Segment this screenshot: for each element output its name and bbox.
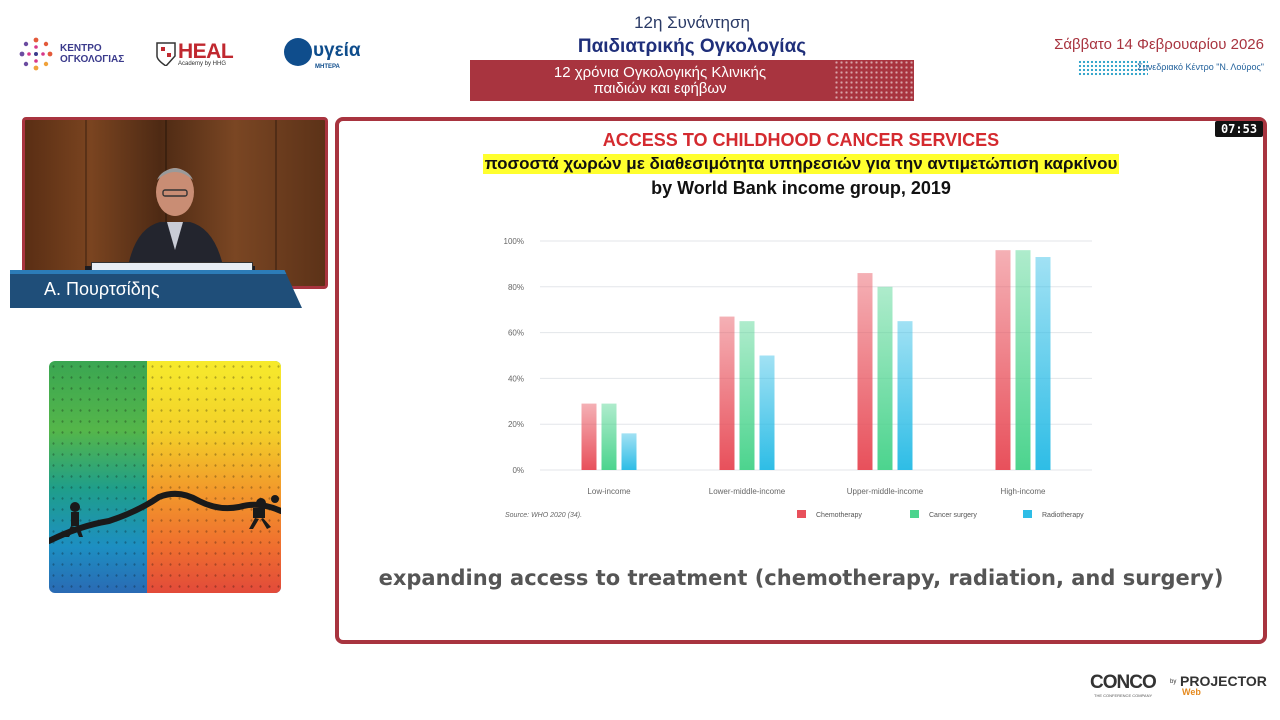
projector-logo: by PROJECTOR Web <box>1170 673 1267 701</box>
kentro-dots-icon <box>19 37 53 71</box>
x-tick-label: High-income <box>1001 487 1046 496</box>
y-tick-label: 40% <box>508 374 524 383</box>
bar-radiotherapy <box>1035 257 1051 470</box>
y-tick-label: 0% <box>512 466 524 475</box>
projector-logo-name: PROJECTOR <box>1180 673 1267 689</box>
banner-line1: 12 χρόνια Ογκολογικής Κλινικής <box>553 64 767 81</box>
wall-panel-line <box>85 120 87 286</box>
y-tick-label: 100% <box>504 237 524 246</box>
bar-cancer-surgery <box>877 286 893 470</box>
bar-chemotherapy <box>581 403 597 470</box>
kentro-logo-line1: ΚΕΝΤΡΟ <box>60 43 102 54</box>
heal-shield-icon <box>156 42 176 66</box>
legend-label: Cancer surgery <box>929 512 977 519</box>
conco-logo-tagline: THE CONFERENCE COMPANY <box>1094 693 1153 698</box>
bar-radiotherapy <box>621 433 637 470</box>
chart-legend: Chemotherapy Cancer surgery Radiotherapy <box>797 510 1084 519</box>
venue-pattern <box>1078 60 1148 76</box>
venue-bar: Συνεδριακό Κέντρο "Ν. Λούρος" <box>1078 60 1264 76</box>
speaker-name-plate: Α. Πουρτσίδης <box>10 270 302 308</box>
ygeia-logo: υγεία ΜΗΤΕΡΑ <box>284 38 364 76</box>
session-timer: 07:53 <box>1215 121 1263 137</box>
bar-cancer-surgery <box>1015 250 1031 470</box>
banner-line2: παιδιών και εφήβων <box>593 80 727 97</box>
artwork-image <box>49 361 281 593</box>
heal-logo-name: HEAL <box>178 40 234 63</box>
slide-caption: expanding access to treatment (chemother… <box>378 566 1224 590</box>
bar-chemotherapy <box>719 316 735 470</box>
x-tick-label: Low-income <box>587 487 631 496</box>
bar-chemotherapy <box>857 273 873 470</box>
legend-swatch <box>1023 510 1032 518</box>
x-tick-label: Upper-middle-income <box>847 487 924 496</box>
name-plate-stripe <box>10 270 302 274</box>
speaker-name: Α. Πουρτσίδης <box>44 279 160 299</box>
slide-subtitle-wrap: ποσοστά χωρών με διαθεσιμότητα υπηρεσιών… <box>335 154 1267 174</box>
event-date: Σάββατο 14 Φεβρουαρίου 2026 <box>1054 36 1264 53</box>
y-tick-label: 20% <box>508 420 524 429</box>
y-tick-label: 80% <box>508 283 524 292</box>
slide-title: ACCESS TO CHILDHOOD CANCER SERVICES <box>602 130 1000 150</box>
slide-subtitle-highlight: ποσοστά χωρών με διαθεσιμότητα υπηρεσιών… <box>482 154 1120 174</box>
presentation-slide <box>335 117 1267 644</box>
chart-labels: 0% 20% 40% 60% 80% 100% Low-income Lower-middle… <box>504 237 1046 519</box>
chart-bars <box>581 250 1051 470</box>
ygeia-logo-tagline: ΜΗΤΕΡΑ <box>315 64 340 70</box>
artwork-path-drawing <box>49 490 281 544</box>
conco-logo: CONCO THE CONFERENCE COMPANY <box>1090 672 1157 702</box>
legend-swatch <box>910 510 919 518</box>
chart-source: Source: WHO 2020 (34). <box>505 512 582 519</box>
heal-logo: HEAL Academy by HHG <box>156 40 236 70</box>
artwork-warm-half <box>147 361 281 593</box>
kentro-logo: ΚΕΝΤΡΟ ΟΓΚΟΛΟΓΙΑΣ <box>18 36 138 72</box>
x-tick-label: Lower-middle-income <box>709 487 786 496</box>
projector-logo-by: by <box>1170 679 1177 685</box>
bar-chemotherapy <box>995 250 1011 470</box>
projector-logo-sub: Web <box>1182 687 1201 697</box>
bar-cancer-surgery <box>739 321 755 470</box>
kentro-logo-line2: ΟΓΚΟΛΟΓΙΑΣ <box>60 54 125 65</box>
conco-logo-name: CONCO <box>1090 672 1157 693</box>
banner-pattern <box>834 60 914 101</box>
conference-title: Παιδιατρικής Ογκολογίας <box>577 36 807 57</box>
artwork-speckle <box>49 361 281 593</box>
legend-swatch <box>797 510 806 518</box>
ygeia-logo-name: υγεία <box>313 40 361 61</box>
y-tick-label: 60% <box>508 329 524 338</box>
wall-panel-line <box>275 120 277 286</box>
bar-radiotherapy <box>759 355 775 470</box>
bar-cancer-surgery <box>601 403 617 470</box>
ygeia-emblem-icon <box>284 38 312 66</box>
heal-logo-tagline: Academy by HHG <box>178 61 227 67</box>
legend-label: Radiotherapy <box>1042 512 1084 519</box>
bar-radiotherapy <box>897 321 913 470</box>
conference-banner: 12 χρόνια Ογκολογικής Κλινικής παιδιών κ… <box>470 60 914 101</box>
venue-name: Συνεδριακό Κέντρο "Ν. Λούρος" <box>1137 62 1264 72</box>
legend-label: Chemotherapy <box>816 512 862 519</box>
conference-edition: 12η Συνάντηση <box>634 13 750 32</box>
slide-subtitle: by World Bank income group, 2019 <box>651 178 951 198</box>
